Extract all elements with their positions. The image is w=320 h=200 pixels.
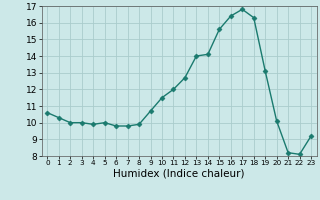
- X-axis label: Humidex (Indice chaleur): Humidex (Indice chaleur): [114, 169, 245, 179]
